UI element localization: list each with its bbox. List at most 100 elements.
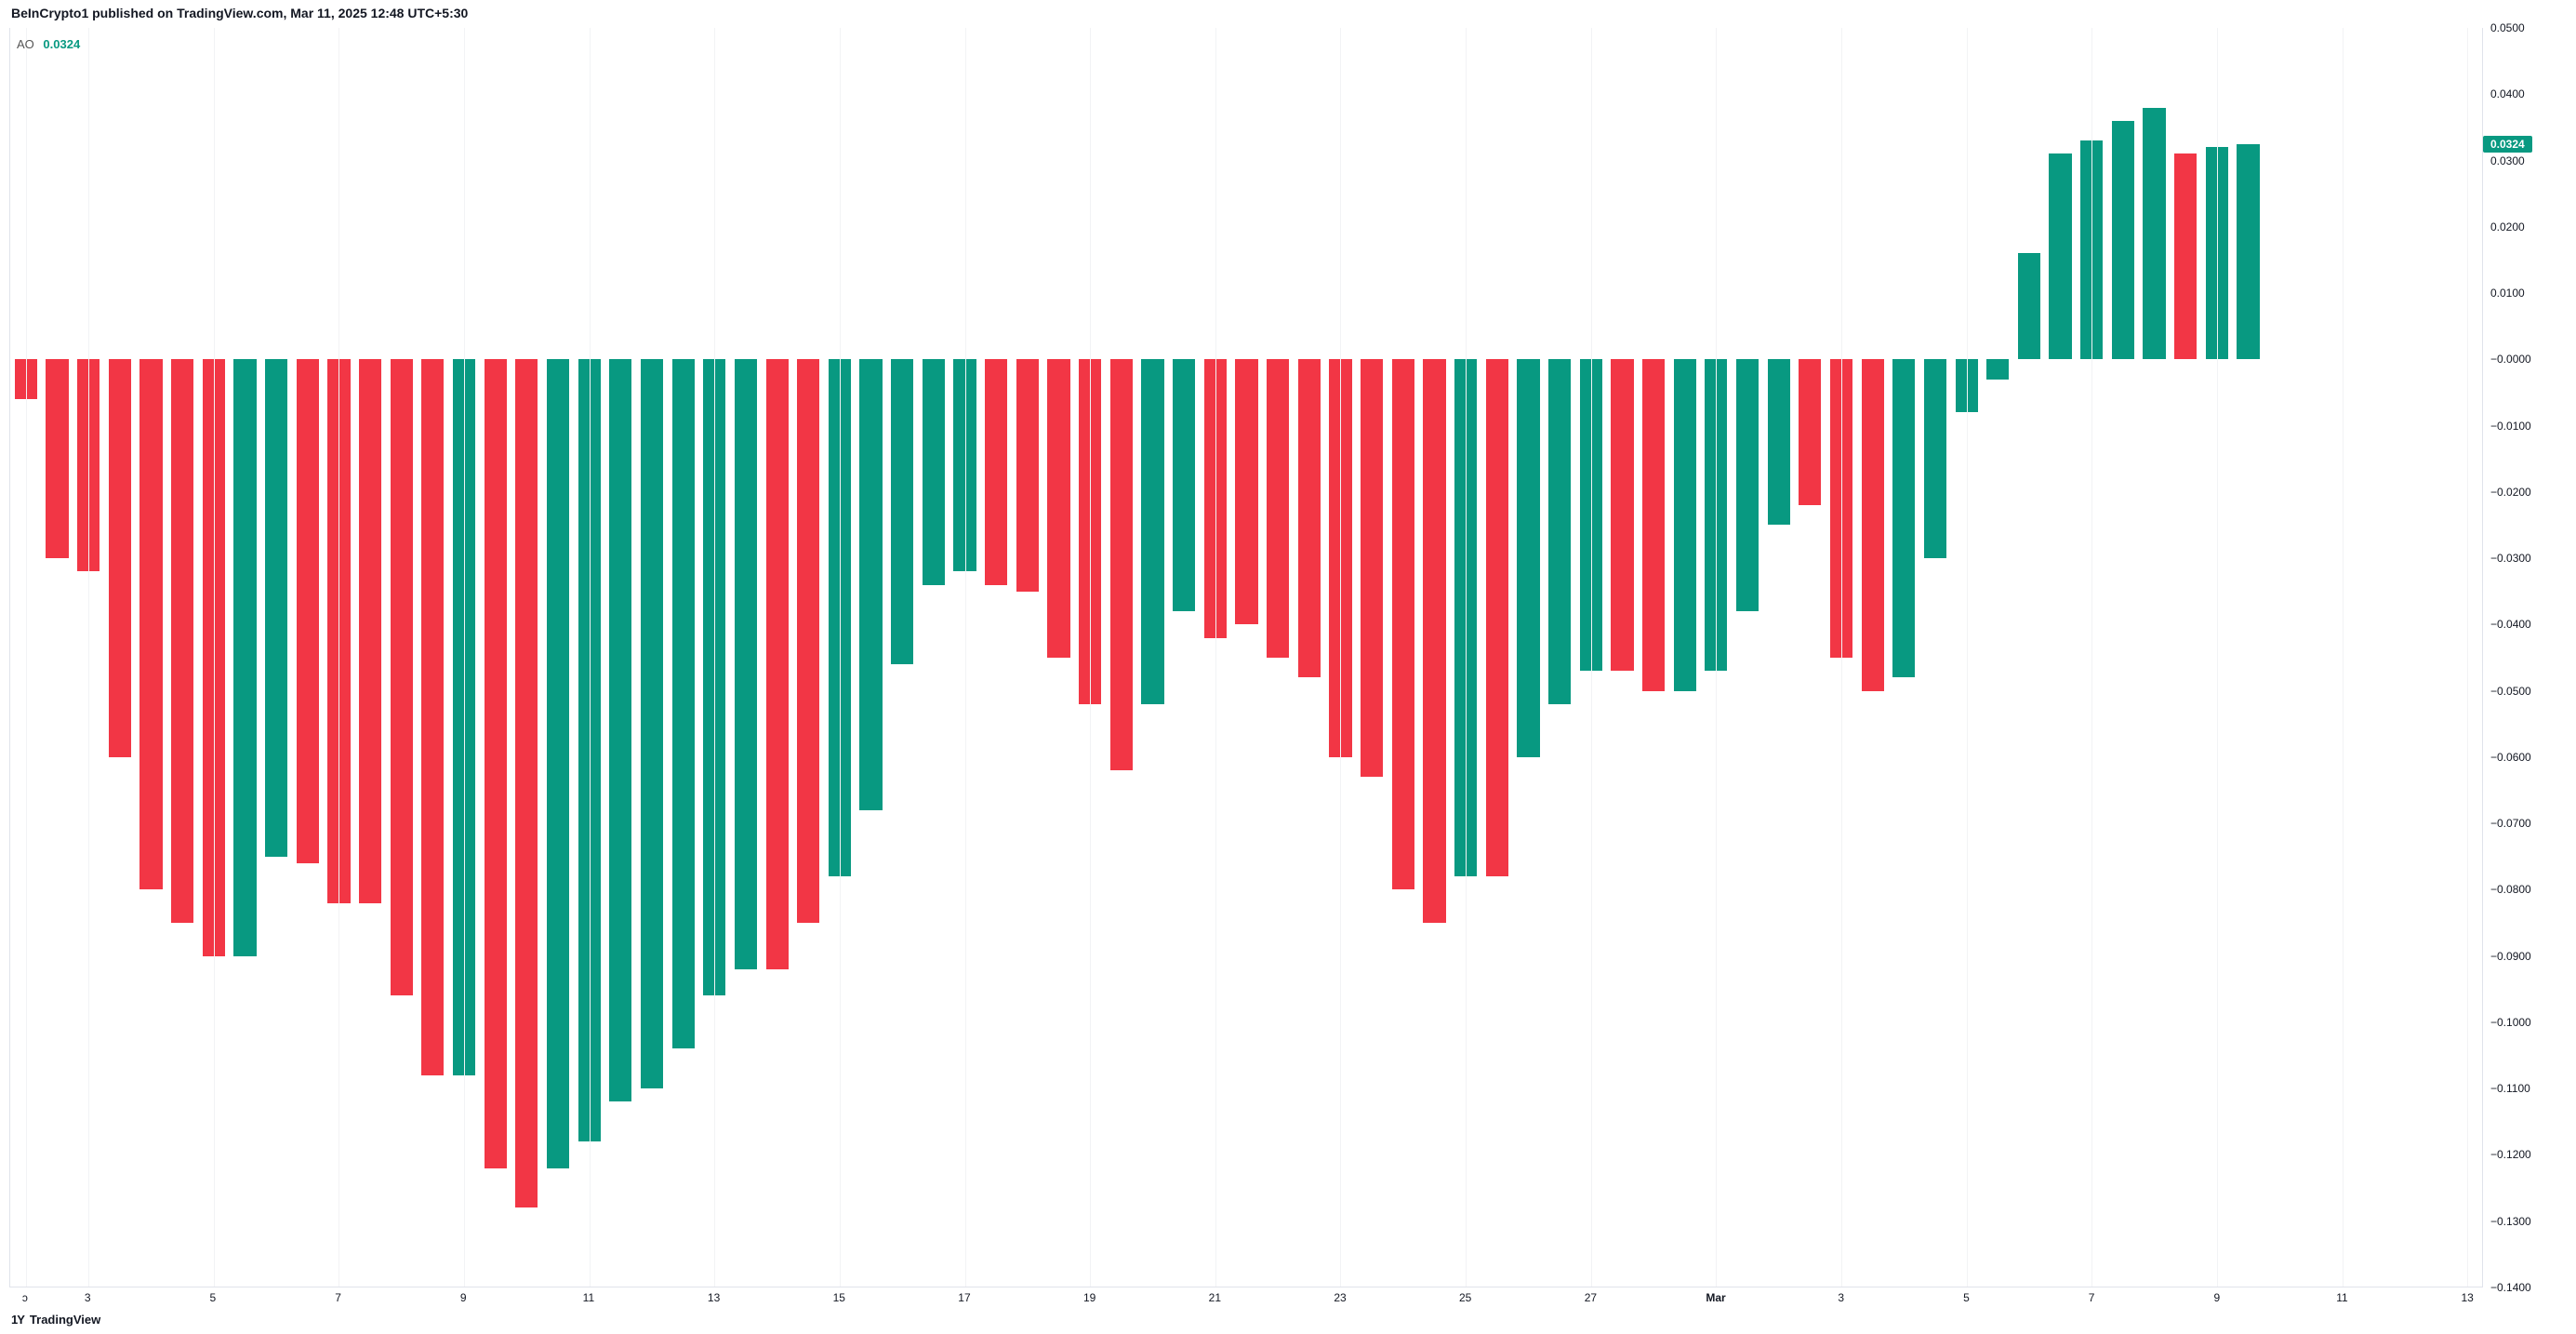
ao-bar: [1235, 359, 1257, 624]
y-axis[interactable]: 0.05000.04000.03000.02000.0100−0.0000−0.…: [2482, 28, 2576, 1287]
y-tick-label: −0.0600: [2490, 751, 2531, 764]
grid-vertical: [214, 28, 215, 1287]
y-tick-label: 0.0300: [2490, 154, 2525, 167]
ao-bar: [421, 359, 444, 1075]
grid-vertical: [840, 28, 841, 1287]
ao-bar: [1423, 359, 1445, 923]
ao-bar: [297, 359, 319, 863]
ao-bar: [2143, 108, 2165, 360]
x-tick-label: ɔ: [22, 1291, 28, 1304]
x-tick-label: 11: [583, 1291, 594, 1304]
tradingview-logo-icon: 1Y: [11, 1313, 24, 1327]
ao-bar: [233, 359, 256, 955]
y-tick-label: −0.1100: [2490, 1082, 2530, 1095]
x-tick-label: 23: [1334, 1291, 1346, 1304]
grid-vertical: [2091, 28, 2092, 1287]
chart-plot-area[interactable]: [9, 28, 2483, 1287]
x-tick-label: 7: [2089, 1291, 2095, 1304]
ao-bar: [2237, 144, 2259, 359]
ao-bar: [1016, 359, 1039, 591]
y-tick-label: −0.0300: [2490, 552, 2531, 565]
grid-vertical: [1967, 28, 1968, 1287]
grid-vertical: [1466, 28, 1467, 1287]
grid-vertical: [1591, 28, 1592, 1287]
ao-bar: [1047, 359, 1069, 658]
y-tick-label: −0.0400: [2490, 618, 2531, 631]
x-tick-label: 25: [1459, 1291, 1471, 1304]
y-tick-label: −0.0100: [2490, 420, 2531, 433]
x-tick-label: 5: [210, 1291, 217, 1304]
grid-vertical: [1090, 28, 1091, 1287]
ao-bar: [1862, 359, 1884, 690]
grid-vertical: [464, 28, 465, 1287]
ao-bar: [2018, 253, 2040, 359]
ao-bar: [1611, 359, 1633, 671]
grid-vertical: [2217, 28, 2218, 1287]
ao-bar: [766, 359, 789, 969]
x-axis[interactable]: ɔ3579111315171921232527Mar35791113: [9, 1287, 2483, 1306]
ao-bar: [359, 359, 381, 902]
y-tick-label: −0.0800: [2490, 883, 2531, 896]
grid-vertical: [590, 28, 591, 1287]
ao-bar: [1674, 359, 1696, 690]
bar-layer: [10, 28, 2483, 1287]
grid-vertical: [88, 28, 89, 1287]
grid-vertical: [26, 28, 27, 1287]
ao-bar: [485, 359, 507, 1167]
y-tick-label: 0.0200: [2490, 220, 2525, 233]
grid-vertical: [1340, 28, 1341, 1287]
ao-bar: [797, 359, 819, 923]
x-tick-label: 13: [708, 1291, 720, 1304]
x-tick-label: 15: [833, 1291, 845, 1304]
indicator-legend[interactable]: AO 0.0324: [17, 37, 80, 51]
grid-vertical: [2467, 28, 2468, 1287]
y-tick-label: −0.0500: [2490, 685, 2531, 698]
ao-bar: [1768, 359, 1790, 525]
ao-bar: [859, 359, 882, 810]
ao-bar: [641, 359, 663, 1088]
y-tick-label: −0.0900: [2490, 950, 2531, 963]
y-tick-label: −0.1200: [2490, 1148, 2531, 1161]
x-tick-label: 9: [2213, 1291, 2220, 1304]
y-tick-label: 0.0400: [2490, 87, 2525, 100]
ao-bar: [171, 359, 193, 923]
ao-bar: [1924, 359, 1946, 558]
ao-bar: [1267, 359, 1289, 658]
ao-bar: [109, 359, 131, 757]
x-tick-label: 9: [460, 1291, 467, 1304]
ao-bar: [1392, 359, 1414, 889]
y-tick-label: 0.0500: [2490, 21, 2525, 34]
tradingview-attribution[interactable]: 1Y TradingView: [11, 1313, 100, 1327]
ao-bar: [1892, 359, 1915, 677]
ao-bar: [139, 359, 162, 889]
y-tick-label: −0.1400: [2490, 1281, 2531, 1294]
ao-bar: [1110, 359, 1133, 770]
ao-bar: [1486, 359, 1508, 876]
x-tick-label: 21: [1209, 1291, 1221, 1304]
ao-bar: [515, 359, 538, 1207]
x-tick-label: 11: [2336, 1291, 2347, 1304]
y-tick-label: −0.1000: [2490, 1016, 2531, 1029]
ao-bar: [1642, 359, 1665, 690]
x-tick-label: 7: [335, 1291, 341, 1304]
ao-bar: [609, 359, 631, 1101]
x-tick-label: 19: [1083, 1291, 1095, 1304]
ao-bar: [1141, 359, 1163, 704]
ao-bar: [265, 359, 287, 856]
publish-line: BeInCrypto1 published on TradingView.com…: [11, 6, 468, 20]
indicator-value: 0.0324: [43, 37, 80, 51]
ao-bar: [2049, 153, 2071, 359]
ao-bar: [672, 359, 695, 1048]
x-tick-label: 13: [2461, 1291, 2473, 1304]
ao-bar: [1517, 359, 1539, 757]
ao-bar: [1173, 359, 1195, 611]
ao-bar: [391, 359, 413, 995]
ao-bar: [547, 359, 569, 1167]
ao-bar: [985, 359, 1007, 584]
ao-bar: [2174, 153, 2197, 359]
x-tick-label: 3: [1838, 1291, 1844, 1304]
x-tick-label: 27: [1585, 1291, 1597, 1304]
grid-vertical: [714, 28, 715, 1287]
ao-bar: [1799, 359, 1821, 505]
chart-frame: BeInCrypto1 published on TradingView.com…: [0, 0, 2576, 1334]
